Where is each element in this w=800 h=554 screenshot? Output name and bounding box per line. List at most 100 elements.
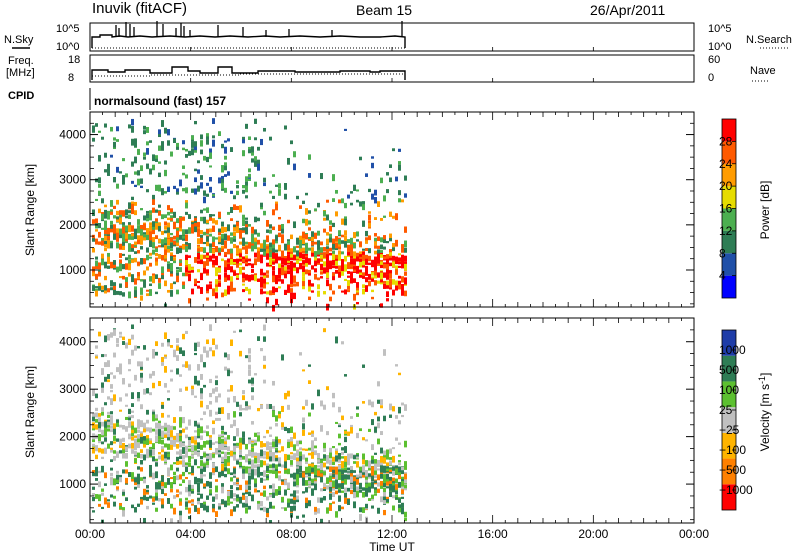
data-cell bbox=[218, 232, 221, 236]
data-cell bbox=[287, 254, 290, 261]
data-cell bbox=[149, 283, 152, 287]
data-cell bbox=[281, 234, 284, 240]
data-cell bbox=[119, 424, 122, 428]
data-cell bbox=[359, 428, 362, 432]
data-cell bbox=[176, 338, 179, 341]
data-cell bbox=[308, 380, 311, 384]
data-cell bbox=[233, 497, 236, 501]
velocity-colorbar-label-main: Velocity [m s bbox=[758, 384, 772, 451]
data-cell bbox=[182, 216, 185, 221]
data-cell bbox=[329, 466, 332, 472]
data-cell bbox=[251, 465, 254, 471]
data-cell bbox=[95, 454, 98, 460]
data-cell bbox=[374, 256, 377, 263]
data-cell bbox=[227, 248, 230, 255]
data-cell bbox=[92, 443, 95, 447]
data-cell bbox=[134, 278, 137, 285]
data-cell bbox=[323, 261, 326, 267]
data-cell bbox=[386, 280, 389, 286]
data-cell bbox=[176, 218, 179, 224]
data-cell bbox=[92, 235, 95, 242]
data-cell bbox=[185, 202, 188, 209]
data-cell bbox=[257, 159, 260, 167]
data-cell bbox=[104, 483, 107, 486]
data-cell bbox=[161, 342, 164, 347]
data-cell bbox=[161, 454, 164, 461]
data-cell bbox=[173, 185, 176, 190]
data-cell bbox=[152, 502, 155, 505]
data-cell bbox=[371, 475, 374, 482]
data-cell bbox=[263, 379, 266, 384]
data-cell bbox=[140, 372, 143, 378]
data-cell bbox=[275, 277, 278, 283]
data-cell bbox=[392, 406, 395, 412]
data-cell bbox=[143, 422, 146, 429]
data-cell bbox=[236, 190, 239, 196]
data-cell bbox=[398, 265, 401, 268]
data-cell bbox=[131, 324, 134, 329]
data-cell bbox=[239, 329, 242, 333]
data-cell bbox=[365, 230, 368, 237]
data-cell bbox=[182, 416, 185, 423]
data-cell bbox=[146, 434, 149, 440]
colorbar-tick-label: 24 bbox=[719, 157, 733, 171]
data-cell bbox=[251, 241, 254, 247]
data-cell bbox=[263, 251, 266, 256]
data-cell bbox=[203, 265, 206, 269]
data-cell bbox=[170, 151, 173, 157]
data-cell bbox=[323, 328, 326, 333]
data-cell bbox=[116, 470, 119, 474]
data-cell bbox=[317, 290, 320, 297]
data-cell bbox=[143, 125, 146, 130]
data-cell bbox=[341, 469, 344, 475]
data-cell bbox=[251, 377, 254, 384]
data-cell bbox=[308, 154, 311, 160]
data-cell bbox=[344, 446, 347, 453]
data-cell bbox=[215, 344, 218, 350]
data-cell bbox=[365, 507, 368, 510]
data-cell bbox=[194, 505, 197, 512]
data-cell bbox=[308, 258, 311, 265]
data-cell bbox=[131, 472, 134, 480]
data-cell bbox=[149, 446, 152, 450]
data-cell bbox=[155, 291, 158, 295]
data-cell bbox=[182, 479, 185, 484]
data-cell bbox=[155, 462, 158, 467]
data-cell bbox=[95, 354, 98, 358]
data-cell bbox=[170, 232, 173, 236]
data-cell bbox=[257, 435, 260, 442]
data-cell bbox=[179, 483, 182, 486]
data-cell bbox=[296, 267, 299, 271]
data-cell bbox=[209, 233, 212, 237]
data-cell bbox=[113, 428, 116, 435]
data-cell bbox=[371, 505, 374, 509]
data-cell bbox=[134, 210, 137, 216]
data-cell bbox=[263, 364, 266, 369]
data-cell bbox=[155, 274, 158, 280]
data-cell bbox=[278, 475, 281, 481]
data-cell bbox=[143, 156, 146, 160]
data-cell bbox=[122, 510, 125, 517]
data-cell bbox=[311, 468, 314, 473]
data-cell bbox=[188, 437, 191, 441]
data-cell bbox=[308, 173, 311, 178]
data-cell bbox=[182, 428, 185, 433]
data-cell bbox=[269, 451, 272, 454]
data-cell bbox=[176, 247, 179, 254]
data-cell bbox=[302, 423, 305, 430]
data-cell bbox=[257, 466, 260, 473]
data-cell bbox=[236, 428, 239, 432]
data-cell bbox=[311, 463, 314, 469]
data-cell bbox=[257, 452, 260, 460]
data-cell bbox=[143, 388, 146, 395]
data-cell bbox=[341, 490, 344, 493]
nave-tick-bottom: 0 bbox=[708, 72, 714, 84]
data-cell bbox=[248, 224, 251, 227]
data-cell bbox=[158, 277, 161, 283]
data-cell bbox=[251, 449, 254, 452]
data-cell bbox=[278, 450, 281, 453]
data-cell bbox=[335, 479, 338, 484]
data-cell bbox=[236, 221, 239, 227]
data-cell bbox=[341, 199, 344, 204]
data-cell bbox=[128, 254, 131, 260]
